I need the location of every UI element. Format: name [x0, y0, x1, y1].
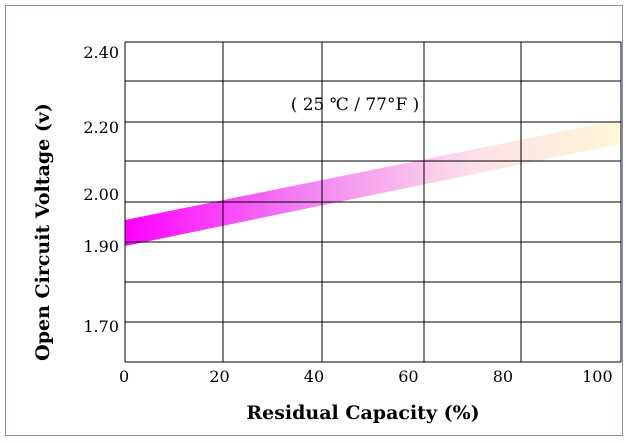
y-tick-label: 2.40	[83, 43, 119, 62]
y-tick-label: 2.00	[83, 185, 119, 204]
voltage-band	[125, 119, 621, 246]
x-tick-label: 20	[209, 367, 229, 386]
y-axis-title: Open Circuit Voltage (v)	[32, 103, 54, 361]
y-tick-label: 2.20	[83, 118, 119, 137]
x-tick-label: 100	[582, 367, 613, 386]
x-tick-label: 80	[493, 367, 513, 386]
y-tick-label: 1.90	[83, 237, 119, 256]
temperature-annotation: ( 25 ℃ / 77°F )	[291, 95, 420, 115]
x-tick-label: 40	[304, 367, 324, 386]
x-tick-label: 60	[398, 367, 418, 386]
x-axis-title: Residual Capacity (%)	[246, 402, 479, 424]
y-tick-label: 1.70	[83, 317, 119, 336]
chart-frame	[5, 5, 623, 436]
x-tick-label: 0	[119, 367, 129, 386]
